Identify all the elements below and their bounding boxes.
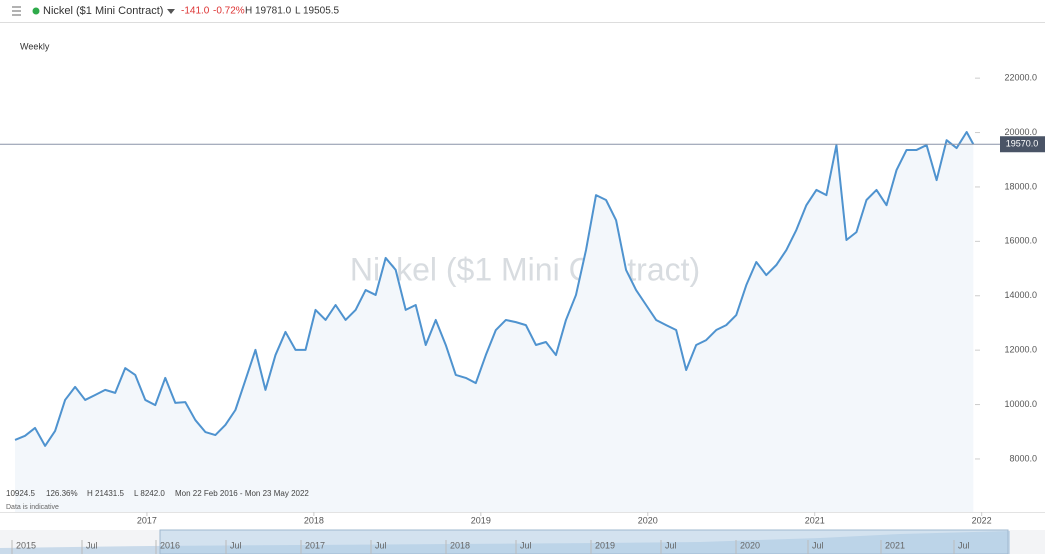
navigator-label: 2018	[450, 540, 470, 550]
x-tick-label: 2019	[471, 515, 491, 525]
navigator-label: 2021	[885, 540, 905, 550]
range-high: H 21431.5	[87, 489, 124, 498]
header-bar	[0, 0, 1045, 22]
y-tick-label: 10000.0	[1004, 399, 1037, 409]
y-tick-label: 14000.0	[1004, 290, 1037, 300]
date-range: Mon 22 Feb 2016 - Mon 23 May 2022	[175, 489, 309, 498]
area-fill	[15, 132, 974, 512]
dropdown-arrow[interactable]	[167, 9, 175, 14]
navigator-label: 2016	[160, 540, 180, 550]
x-tick-label: 2017	[137, 515, 157, 525]
watermark: Nickel ($1 Mini Contract)	[350, 251, 700, 287]
y-tick-label: 20000.0	[1004, 127, 1037, 137]
navigator-label: Jul	[958, 540, 970, 550]
disclaimer: Data is indicative	[6, 504, 59, 511]
navigator-label: 2020	[740, 540, 760, 550]
navigator-label: Jul	[520, 540, 532, 550]
price-line	[14, 131, 975, 447]
session-low: L 19505.5	[295, 6, 340, 17]
last-price-tag	[1000, 136, 1045, 153]
navigator-labels: 2015 Jul 2016 Jul 2017 Jul 2018 Jul 2019 Jul 2020 J…	[11, 540, 970, 554]
navigator-label: Jul	[375, 540, 387, 550]
interval: Weekly	[20, 41, 50, 51]
x-tick-label: 2020	[638, 515, 658, 525]
change-pct: -0.72%	[213, 6, 245, 17]
navigator-label: 2017	[305, 540, 325, 550]
x-tick-label: 2022	[972, 515, 992, 525]
navigator-label: Jul	[812, 540, 824, 550]
status-dot	[32, 7, 40, 15]
plot	[14, 131, 975, 512]
menu-icon[interactable]	[12, 6, 21, 16]
navigator-area	[0, 531, 1010, 554]
y-tick-label: 18000.0	[1004, 181, 1037, 191]
change-total: 126.36%	[46, 489, 78, 498]
range-low: L 8242.0	[134, 489, 165, 498]
navigator-label: 2015	[16, 540, 36, 550]
first-value: 10924.5	[6, 489, 35, 498]
x-tick-label: 2021	[805, 515, 825, 525]
y-tick-label: 8000.0	[1009, 453, 1037, 463]
navigator-label: Jul	[86, 540, 98, 550]
y-tick-label: 16000.0	[1004, 236, 1037, 246]
navigator-label: 2019	[595, 540, 615, 550]
y-tick-label: 12000.0	[1004, 345, 1037, 355]
instrument-name[interactable]: Nickel ($1 Mini Contract)	[43, 5, 163, 17]
navigator-label: Jul	[230, 540, 242, 550]
session-high: H 19781.0	[245, 6, 292, 17]
navigator-label: Jul	[665, 540, 677, 550]
last-price-label: 19570.0	[1006, 139, 1039, 149]
y-tick-label: 22000.0	[1004, 73, 1037, 83]
x-tick-label: 2018	[304, 515, 324, 525]
change: -141.0	[181, 6, 210, 17]
